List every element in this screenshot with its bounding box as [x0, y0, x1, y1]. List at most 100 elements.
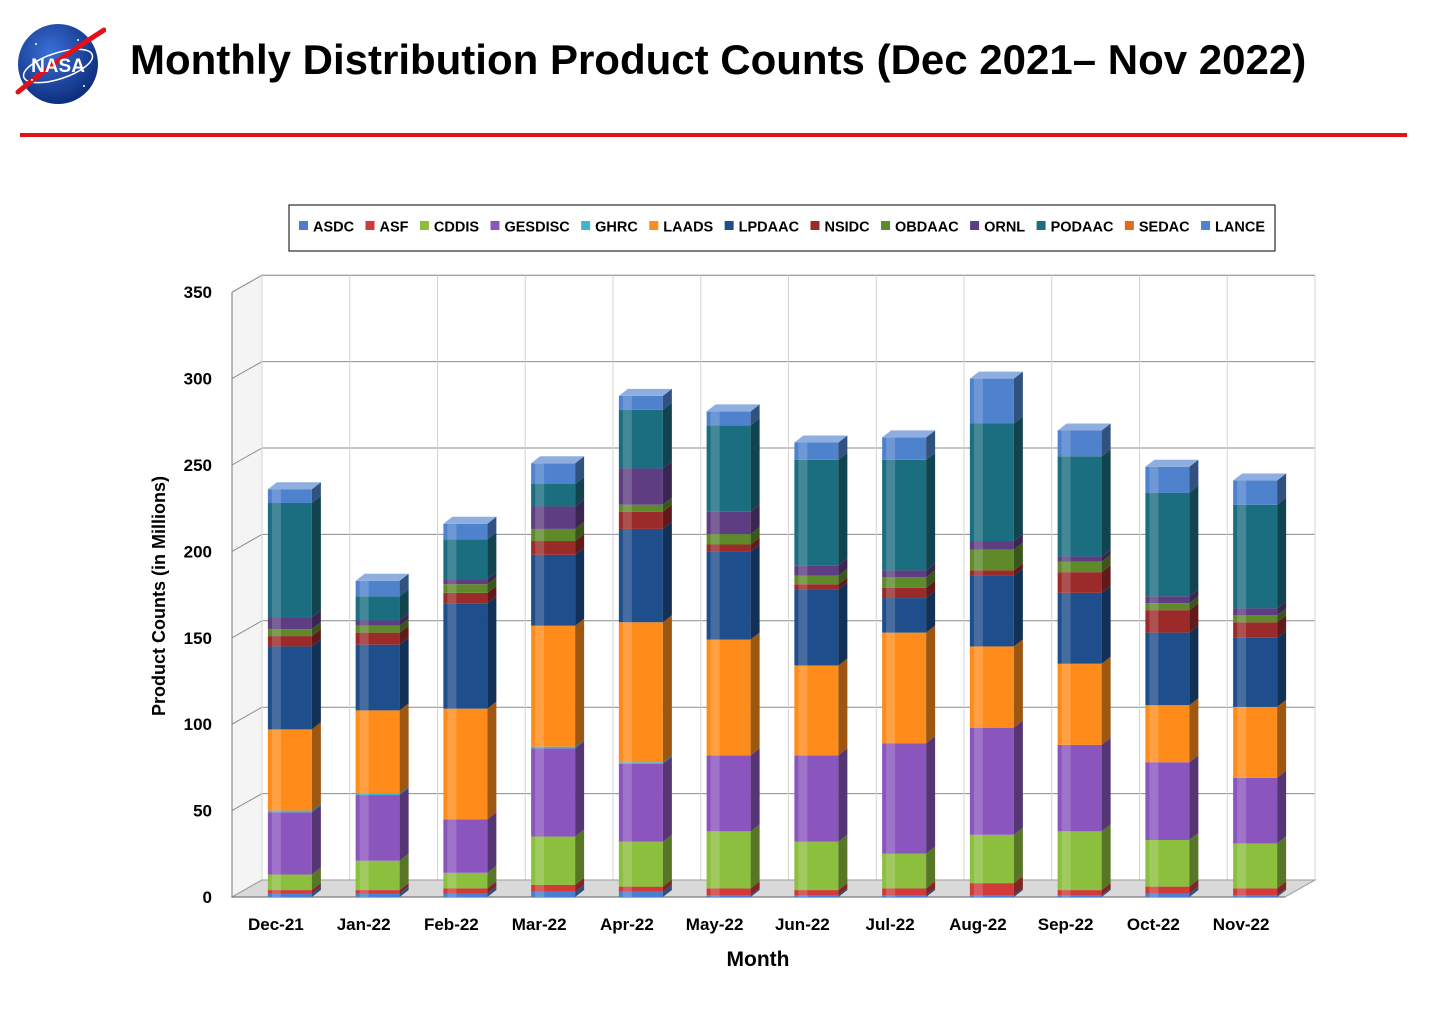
bar-side — [487, 881, 497, 894]
bar-segment-nsidc — [969, 563, 1023, 576]
bar-highlight — [1149, 886, 1159, 894]
bar-side — [750, 824, 760, 889]
bar-side — [662, 521, 672, 623]
bar-side — [399, 786, 409, 796]
legend-label: OBDAAC — [895, 220, 959, 236]
bar-stack — [443, 516, 497, 897]
bar-side — [399, 853, 409, 891]
x-tick-label: Aug-22 — [949, 915, 1007, 934]
bar-highlight — [1061, 890, 1071, 896]
bar-highlight — [535, 625, 545, 747]
bar-face — [1057, 556, 1102, 562]
bar-side — [1101, 883, 1111, 896]
bar-highlight — [622, 762, 632, 764]
bar-side — [1101, 737, 1111, 832]
bar-highlight — [886, 587, 896, 599]
bar-side — [311, 496, 321, 618]
bar-segment-obdaac — [706, 527, 760, 545]
bar-face — [1145, 610, 1190, 633]
bar-face — [1057, 831, 1102, 891]
bar-highlight — [1237, 843, 1247, 889]
bar-side — [1277, 473, 1287, 505]
bar-side — [1013, 827, 1023, 884]
bar-segment-asdc — [1057, 888, 1111, 897]
y-tick-label: 150 — [184, 629, 212, 648]
legend-label: CDDIS — [434, 220, 479, 236]
bar-face — [355, 596, 400, 621]
bar-side — [750, 888, 760, 897]
bar-highlight — [535, 541, 545, 555]
bar-highlight — [535, 748, 545, 837]
legend-item: NSIDC — [810, 220, 870, 236]
bar-side — [662, 615, 672, 763]
bar-face — [355, 580, 400, 597]
bar-stack — [969, 371, 1023, 897]
bar-highlight — [1061, 556, 1071, 562]
bar-face — [969, 541, 1014, 550]
legend-label: ASF — [380, 220, 409, 236]
bar-highlight — [535, 528, 545, 542]
bar-stack — [618, 388, 672, 897]
legend-item: LANCE — [1201, 220, 1265, 236]
bar-highlight — [271, 503, 281, 618]
bar-face — [531, 541, 576, 555]
bar-highlight — [535, 506, 545, 529]
bar-highlight — [447, 523, 457, 540]
bar-face — [1057, 663, 1102, 745]
bar-highlight — [886, 895, 896, 897]
bar-highlight — [973, 646, 983, 728]
bar-side — [926, 888, 936, 897]
bar-segment-asf — [355, 883, 409, 894]
bar-face — [1057, 744, 1102, 832]
bar-segment-gesdisc — [706, 748, 760, 832]
legend-swatch — [649, 221, 659, 230]
bar-segment-lpdaac — [531, 547, 585, 626]
bar-side — [838, 658, 848, 756]
bar-face — [618, 468, 663, 505]
bar-segment-laads — [443, 701, 497, 820]
bar-segment-lpdaac — [267, 639, 321, 730]
y-tick-label: 0 — [203, 888, 212, 907]
bar-highlight — [359, 620, 369, 626]
bar-highlight — [271, 812, 281, 875]
bar-segment-ornl — [1233, 601, 1287, 616]
bar-side — [1013, 568, 1023, 647]
bar-highlight — [622, 504, 632, 512]
bar-highlight — [447, 603, 457, 709]
bar-side — [311, 886, 321, 897]
bar-segment-lance — [443, 516, 497, 540]
bar-highlight — [973, 549, 983, 571]
bar-highlight — [710, 534, 720, 545]
bar-highlight — [359, 893, 369, 897]
bar-segment-lance — [1057, 423, 1111, 457]
bar-face — [969, 646, 1014, 728]
bar-segment-ornl — [443, 572, 497, 585]
bar-side — [750, 504, 760, 535]
bar-highlight — [1237, 888, 1247, 896]
bar-side — [575, 456, 585, 485]
bar-side — [926, 736, 936, 854]
bar-highlight — [271, 893, 281, 897]
bar-face — [1233, 888, 1278, 896]
bar-segment-nsidc — [882, 580, 936, 599]
bar-face — [267, 890, 312, 894]
bar-side — [575, 877, 585, 892]
bar-stack — [267, 482, 321, 897]
legend-swatch — [1201, 221, 1211, 230]
legend-item: CDDIS — [419, 220, 479, 236]
bar-segment-podaac — [443, 532, 497, 580]
y-tick-label: 350 — [184, 283, 212, 302]
bar-side — [926, 580, 936, 599]
bar-segment-lpdaac — [355, 637, 409, 711]
bar-face — [1145, 839, 1190, 887]
legend-item: ORNL — [970, 220, 1025, 236]
bar-highlight — [359, 632, 369, 645]
bar-face — [267, 636, 312, 647]
legend-item: ASDC — [299, 220, 355, 236]
bar-highlight — [359, 710, 369, 794]
bar-highlight — [798, 841, 808, 891]
bar-side — [1277, 888, 1287, 897]
bar-segment-gesdisc — [969, 720, 1023, 835]
bar-segment-nsidc — [1233, 615, 1287, 638]
bar-side — [399, 883, 409, 894]
